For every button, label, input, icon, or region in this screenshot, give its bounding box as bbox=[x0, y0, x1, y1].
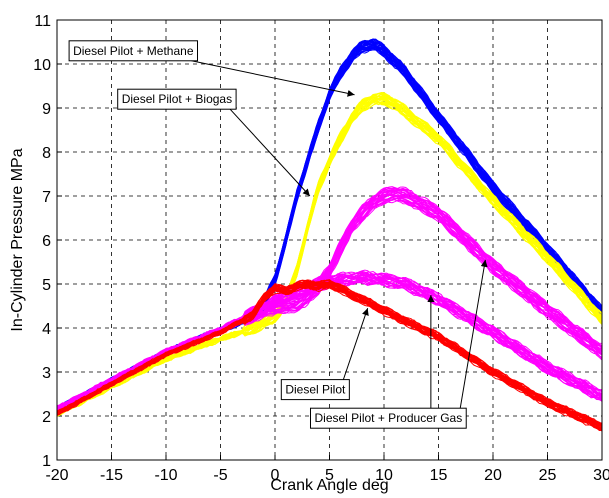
series-diesel-pilot bbox=[56, 279, 603, 432]
annotation-box bbox=[117, 88, 237, 110]
y-tick-label: 8 bbox=[42, 145, 51, 162]
cycle-trace bbox=[56, 279, 603, 425]
y-tick-label: 1 bbox=[42, 453, 51, 470]
annotations: Diesel Pilot + Methane Diesel Pilot + Bio… bbox=[68, 40, 488, 429]
annotation-diesel-pilot-methane: Diesel Pilot + Methane bbox=[68, 40, 355, 97]
y-tick-label: 10 bbox=[33, 57, 51, 74]
series-layer bbox=[56, 38, 603, 432]
annotation-diesel-pilot-producer-gas: Diesel Pilot + Producer Gas bbox=[309, 259, 488, 429]
series-diesel-pilot-biogas bbox=[56, 92, 603, 418]
annotation-arrow bbox=[229, 108, 311, 197]
plot-frame bbox=[56, 19, 603, 461]
y-tick-label: 4 bbox=[42, 321, 51, 338]
x-tick-label: 30 bbox=[593, 467, 609, 484]
y-tick-label: 5 bbox=[42, 277, 51, 294]
x-tick-label: 5 bbox=[325, 467, 334, 484]
x-tick-label: 25 bbox=[539, 467, 557, 484]
annotation-diesel-pilot: Diesel Pilot bbox=[280, 308, 369, 401]
cycle-trace bbox=[56, 269, 603, 407]
x-tick-labels: -20 -15 -10 -5 0 5 10 15 20 25 30 bbox=[45, 467, 609, 484]
annotation-text: Diesel Pilot + Producer Gas bbox=[314, 411, 462, 425]
x-axis-title: Crank Angle deg bbox=[270, 477, 388, 494]
x-tick-label: -15 bbox=[100, 467, 123, 484]
annotation-arrow bbox=[342, 308, 369, 380]
y-tick-label: 6 bbox=[42, 233, 51, 250]
x-tick-label: 15 bbox=[430, 467, 448, 484]
annotation-arrow bbox=[191, 60, 355, 97]
annotation-box bbox=[280, 379, 350, 401]
x-tick-label: -10 bbox=[154, 467, 177, 484]
y-tick-label: 9 bbox=[42, 101, 51, 118]
annotation-box bbox=[309, 407, 467, 429]
x-tick-label: 0 bbox=[271, 467, 280, 484]
x-tick-label: -5 bbox=[213, 467, 227, 484]
annotation-arrow bbox=[459, 259, 488, 409]
y-tick-label: 3 bbox=[42, 365, 51, 382]
x-tick-label: -20 bbox=[45, 467, 68, 484]
y-axis-title: In-Cylinder Pressure MPa bbox=[9, 148, 26, 331]
y-tick-label: 11 bbox=[34, 13, 51, 30]
annotation-text: Diesel Pilot + Methane bbox=[73, 44, 194, 58]
y-tick-labels: 1 2 3 4 5 6 7 8 9 10 11 bbox=[33, 13, 51, 470]
y-tick-label: 7 bbox=[42, 189, 51, 206]
x-tick-label: 20 bbox=[484, 467, 502, 484]
cycle-trace bbox=[56, 279, 603, 425]
x-tick-label: 10 bbox=[375, 467, 393, 484]
annotation-diesel-pilot-biogas: Diesel Pilot + Biogas bbox=[117, 88, 311, 197]
y-tick-label: 2 bbox=[42, 409, 51, 426]
annotation-text: Diesel Pilot bbox=[285, 383, 346, 397]
annotation-box bbox=[68, 40, 199, 62]
annotation-text: Diesel Pilot + Biogas bbox=[122, 92, 232, 106]
